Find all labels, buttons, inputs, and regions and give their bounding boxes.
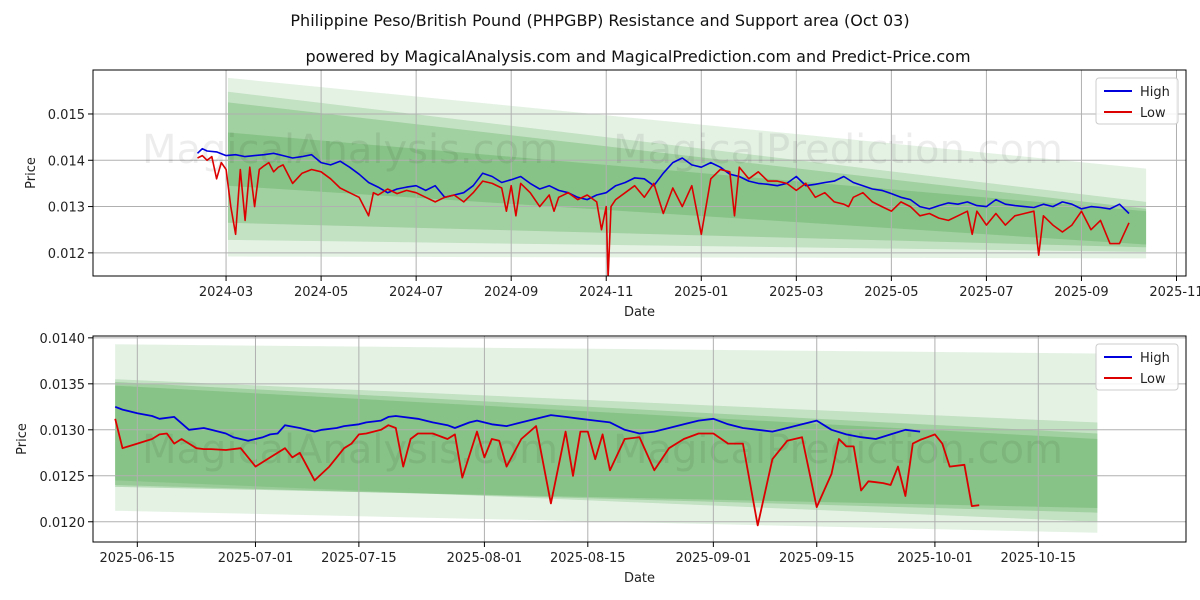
- watermark-text: MagicalAnalysis.com: [142, 127, 558, 173]
- plot-area: MagicalAnalysis.com MagicalPrediction.com: [93, 70, 1186, 276]
- legend-label-high: High: [1140, 85, 1170, 100]
- x-tick-label: 2025-09-01: [676, 551, 752, 566]
- y-axis-title: Price: [15, 423, 30, 455]
- y-tick-label: 0.013: [48, 201, 85, 216]
- y-tick-label: 0.014: [48, 154, 85, 169]
- y-tick-label: 0.0140: [40, 332, 86, 347]
- legend-label-high: High: [1140, 351, 1170, 366]
- x-tick-label: 2025-05: [864, 285, 918, 300]
- legend: High Low: [1095, 77, 1179, 125]
- x-tick-label: 2025-11: [1149, 285, 1200, 300]
- x-tick-label: 2025-06-15: [100, 551, 176, 566]
- series-line-low: [197, 154, 1130, 276]
- top-panel: MagicalAnalysis.com MagicalPrediction.com…: [24, 69, 1200, 320]
- plot-area: MagicalAnalysis.com MagicalPrediction.com: [93, 336, 1186, 542]
- x-tick-label: 2025-10-15: [1001, 551, 1077, 566]
- watermark-text: MagicalPrediction.com: [613, 427, 1063, 473]
- x-tick-label: 2025-07-01: [218, 551, 294, 566]
- x-tick-label: 2025-08-01: [447, 551, 523, 566]
- x-tick-label: 2025-01: [674, 285, 728, 300]
- support-resistance-band-2: [115, 381, 1098, 513]
- bottom-panel: MagicalAnalysis.com MagicalPrediction.com…: [15, 332, 1187, 586]
- series-line-low: [114, 418, 980, 527]
- series-line-high: [114, 405, 921, 442]
- series-line-high: [196, 147, 1130, 215]
- support-resistance-band-0: [115, 344, 1098, 533]
- y-tick-label: 0.015: [48, 108, 85, 123]
- x-tick-label: 2025-07: [959, 285, 1013, 300]
- y-tick-label: 0.0125: [40, 470, 86, 485]
- axes-frame: [92, 69, 1187, 277]
- x-tick-label: 2024-07: [389, 285, 443, 300]
- legend-label-low: Low: [1140, 106, 1166, 121]
- y-tick-label: 0.0120: [40, 516, 86, 531]
- chart-subtitle: powered by MagicalAnalysis.com and Magic…: [305, 47, 970, 66]
- y-tick-label: 0.0130: [40, 424, 86, 439]
- x-tick-label: 2024-09: [484, 285, 538, 300]
- watermark-text: MagicalPrediction.com: [613, 127, 1063, 173]
- x-tick-label: 2025-07-15: [321, 551, 397, 566]
- x-tick-label: 2024-05: [294, 285, 348, 300]
- x-tick-label: 2025-03: [769, 285, 823, 300]
- x-tick-label: 2025-08-15: [550, 551, 626, 566]
- support-resistance-band-3: [115, 385, 1098, 508]
- x-axis-title: Date: [624, 571, 655, 586]
- legend-label-low: Low: [1140, 372, 1166, 387]
- y-tick-label: 0.0135: [40, 378, 86, 393]
- x-tick-label: 2025-10-01: [897, 551, 973, 566]
- x-tick-label: 2024-03: [199, 285, 253, 300]
- x-axis-title: Date: [624, 305, 655, 320]
- x-tick-label: 2025-09: [1054, 285, 1108, 300]
- axes-frame: [92, 335, 1187, 543]
- support-resistance-band-2: [227, 102, 1147, 248]
- legend: High Low: [1095, 343, 1179, 391]
- chart-title: Philippine Peso/British Pound (PHPGBP) R…: [290, 11, 909, 30]
- y-axis-title: Price: [24, 157, 39, 189]
- y-tick-label: 0.012: [48, 247, 85, 262]
- x-tick-label: 2025-09-15: [779, 551, 855, 566]
- x-tick-label: 2024-11: [579, 285, 633, 300]
